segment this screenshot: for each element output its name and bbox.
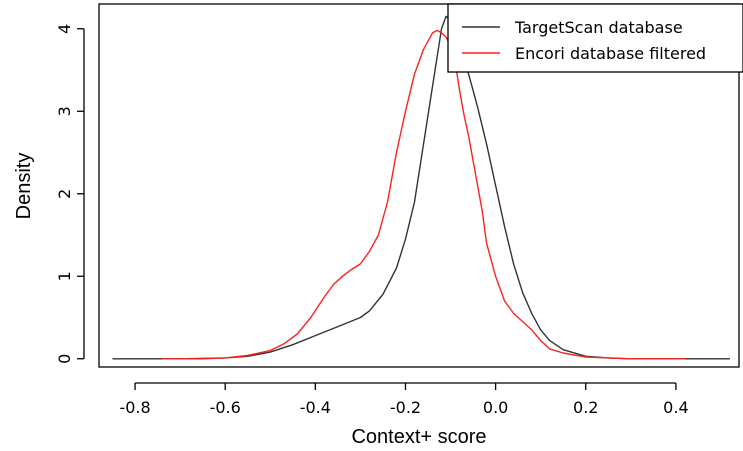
series-line-1 bbox=[162, 29, 685, 360]
y-tick-label: 2 bbox=[55, 189, 74, 199]
y-tick-label: 3 bbox=[55, 106, 74, 116]
x-tick-label: 0.2 bbox=[573, 398, 598, 417]
x-axis-title: Context+ score bbox=[351, 426, 486, 448]
x-tick-label: -0.6 bbox=[210, 398, 241, 417]
x-axis: -0.8 -0.6 -0.4 -0.2 0.0 0.2 0.4 bbox=[119, 382, 689, 417]
y-tick-label: 4 bbox=[55, 24, 74, 34]
x-tick-label: 0.0 bbox=[483, 398, 508, 417]
x-tick-label: -0.8 bbox=[119, 398, 150, 417]
y-axis: 0 1 2 3 4 bbox=[55, 24, 85, 364]
legend-box bbox=[447, 3, 743, 73]
y-tick-label: 1 bbox=[55, 271, 74, 281]
legend-label-encori: Encori database filtered bbox=[515, 44, 706, 63]
plot-frame bbox=[98, 3, 740, 368]
legend-label-targetscan: TargetScan database bbox=[514, 18, 683, 37]
legend: TargetScan database Encori database filt… bbox=[447, 3, 743, 73]
x-tick-label: 0.4 bbox=[663, 398, 688, 417]
y-tick-label: 0 bbox=[55, 354, 74, 364]
y-axis-title: Density bbox=[13, 153, 35, 220]
x-tick-label: -0.2 bbox=[390, 398, 421, 417]
x-tick-label: -0.4 bbox=[300, 398, 331, 417]
